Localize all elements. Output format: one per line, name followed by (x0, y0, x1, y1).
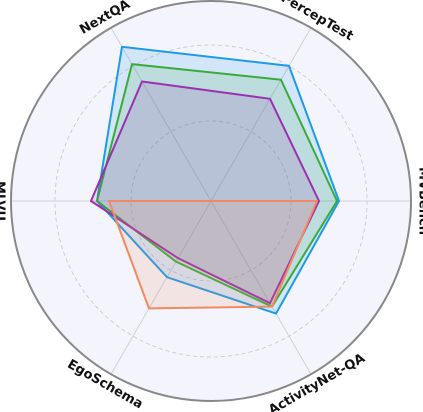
axis-line (110, 200, 212, 375)
outer-circle (10, 0, 412, 402)
series-area (108, 200, 318, 310)
axis-label: MLVU (0, 181, 7, 221)
axis-line (110, 27, 212, 202)
axis-line (210, 200, 312, 375)
axis-line (210, 27, 312, 202)
series-area (90, 80, 320, 305)
axis-label: MVBench (416, 167, 423, 235)
